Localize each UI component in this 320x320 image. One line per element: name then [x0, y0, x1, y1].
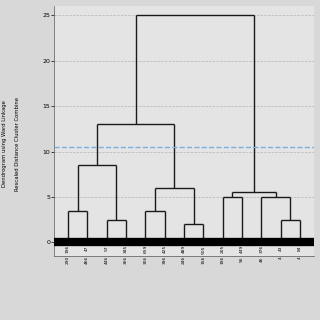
Text: 57: 57 — [105, 245, 108, 251]
Text: 56: 56 — [240, 256, 244, 262]
Text: Rescaled Distance Cluster Combine: Rescaled Distance Cluster Combine — [15, 97, 20, 191]
Text: 376: 376 — [260, 245, 263, 253]
Text: 489: 489 — [182, 245, 186, 253]
Text: Dendrogram using Ward Linkage: Dendrogram using Ward Linkage — [2, 100, 7, 188]
Text: 46: 46 — [260, 256, 263, 261]
Text: 196: 196 — [221, 256, 225, 264]
Text: 246: 246 — [182, 256, 186, 264]
Text: 505: 505 — [201, 245, 205, 254]
Text: 396: 396 — [163, 256, 167, 264]
Text: 4: 4 — [279, 256, 283, 259]
Text: 466: 466 — [85, 256, 89, 264]
Text: 446: 446 — [105, 256, 108, 264]
Text: 4: 4 — [298, 256, 302, 259]
Text: 306: 306 — [143, 256, 147, 264]
Text: 43: 43 — [279, 245, 283, 251]
Text: 659: 659 — [143, 245, 147, 253]
Text: 196: 196 — [66, 245, 70, 253]
Text: 84: 84 — [298, 245, 302, 251]
Text: 47: 47 — [85, 245, 89, 251]
Text: 345: 345 — [124, 245, 128, 253]
Text: 290: 290 — [66, 256, 70, 264]
Text: 205: 205 — [221, 245, 225, 253]
Text: 366: 366 — [124, 256, 128, 264]
Text: 449: 449 — [240, 245, 244, 253]
Text: 425: 425 — [163, 245, 167, 253]
Text: 156: 156 — [201, 256, 205, 264]
